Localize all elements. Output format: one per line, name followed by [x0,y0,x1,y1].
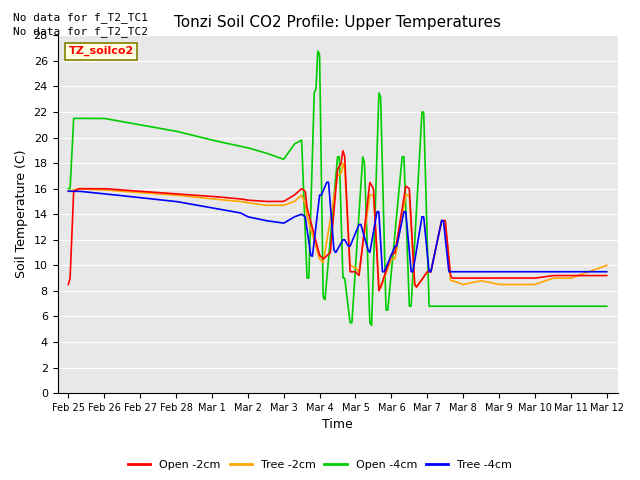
Open -2cm [339,148,347,154]
Tree -2cm [588,268,596,274]
Line: Open -2cm: Open -2cm [68,151,607,291]
Open -4cm [326,235,334,241]
Open -4cm [588,303,595,309]
Open -2cm [326,250,334,256]
Tree -4cm [312,224,320,230]
Open -2cm [588,273,595,278]
Open -2cm [312,238,320,244]
Tree -2cm [603,263,611,268]
Open -2cm [375,288,383,294]
Open -4cm [312,86,320,92]
Tree -4cm [489,269,497,275]
Open -4cm [588,303,596,309]
Text: No data for f_T2_TC2: No data for f_T2_TC2 [13,26,148,37]
Open -2cm [588,273,596,278]
Tree -4cm [65,188,72,194]
Tree -4cm [603,269,611,275]
Tree -4cm [326,203,334,208]
Open -2cm [65,282,72,288]
Tree -2cm [339,161,347,167]
Open -2cm [489,275,497,281]
Line: Tree -4cm: Tree -4cm [68,182,607,272]
Tree -2cm [588,268,595,274]
Open -2cm [603,273,611,278]
Open -4cm [314,48,322,54]
Open -4cm [65,186,72,192]
Open -4cm [92,116,100,121]
Title: Tonzi Soil CO2 Profile: Upper Temperatures: Tonzi Soil CO2 Profile: Upper Temperatur… [174,15,501,30]
Open -4cm [603,303,611,309]
Legend: Open -2cm, Tree -2cm, Open -4cm, Tree -4cm: Open -2cm, Tree -2cm, Open -4cm, Tree -4… [124,456,516,474]
Y-axis label: Soil Temperature (C): Soil Temperature (C) [15,150,28,278]
Text: No data for f_T2_TC1: No data for f_T2_TC1 [13,12,148,23]
Text: TZ_soilco2: TZ_soilco2 [68,46,134,56]
X-axis label: Time: Time [322,419,353,432]
Tree -4cm [379,269,387,275]
Tree -2cm [65,188,72,194]
Open -4cm [489,303,497,309]
Tree -4cm [92,190,100,196]
Open -4cm [368,323,376,328]
Line: Tree -2cm: Tree -2cm [68,164,607,288]
Tree -2cm [312,243,320,249]
Tree -2cm [377,285,385,291]
Tree -4cm [588,269,595,275]
Tree -2cm [489,280,497,286]
Tree -2cm [92,187,100,192]
Tree -4cm [588,269,596,275]
Open -2cm [92,186,100,192]
Tree -4cm [323,180,331,185]
Tree -2cm [326,218,334,224]
Line: Open -4cm: Open -4cm [68,51,607,325]
